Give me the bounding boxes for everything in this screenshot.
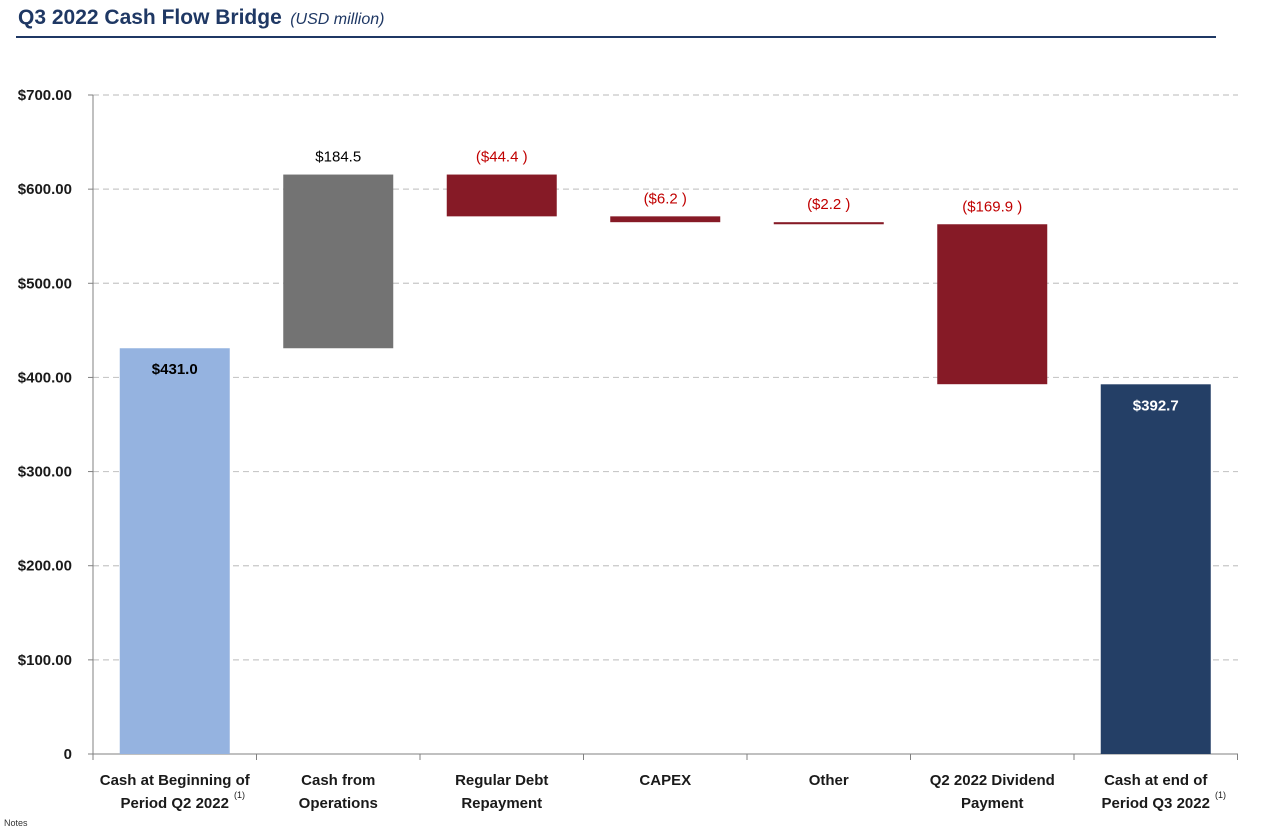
category-label-line1: Regular Debt	[455, 772, 548, 789]
data-label: ($169.9 )	[962, 198, 1022, 215]
footer-note: Notes	[4, 818, 28, 828]
chart-title: Q3 2022 Cash Flow Bridge	[18, 6, 282, 29]
data-label: ($6.2 )	[644, 190, 687, 207]
category-label-line1: Cash at end of	[1104, 772, 1208, 789]
category-footnote-marker: (1)	[234, 790, 245, 800]
category-label-line1: Cash from	[301, 772, 375, 789]
category-label-line2: Payment	[961, 795, 1024, 812]
y-tick-label: $400.00	[18, 369, 72, 386]
bar	[446, 174, 557, 217]
data-label: $392.7	[1133, 397, 1179, 414]
bar	[283, 174, 394, 349]
bar	[773, 222, 884, 225]
title-divider	[16, 36, 1216, 38]
y-tick-label: $300.00	[18, 464, 72, 481]
category-footnote-marker: (1)	[1215, 790, 1226, 800]
chart-title-row: Q3 2022 Cash Flow Bridge (USD million)	[18, 6, 384, 36]
bar	[610, 216, 721, 223]
y-tick-label: $200.00	[18, 558, 72, 575]
category-label-line1: CAPEX	[639, 772, 691, 789]
data-label: $431.0	[152, 361, 198, 378]
y-tick-label: $500.00	[18, 275, 72, 292]
y-tick-label: $600.00	[18, 181, 72, 198]
chart-subtitle: (USD million)	[290, 11, 385, 28]
category-label-line1: Other	[809, 772, 849, 789]
category-label-line2: Repayment	[461, 795, 542, 812]
y-tick-label: $700.00	[18, 87, 72, 104]
category-label-line1: Q2 2022 Dividend	[930, 772, 1055, 789]
bar	[937, 224, 1048, 385]
bar	[1100, 384, 1211, 754]
category-label-line1: Cash at Beginning of	[100, 772, 251, 789]
bar	[119, 348, 230, 754]
y-tick-label: $100.00	[18, 652, 72, 669]
category-label-line2: Period Q2 2022	[121, 795, 229, 812]
data-label: $184.5	[315, 149, 361, 166]
data-label: ($2.2 )	[807, 196, 850, 213]
data-label: ($44.4 )	[476, 149, 528, 166]
category-label-line2: Operations	[299, 795, 378, 812]
category-label-line2: Period Q3 2022	[1102, 795, 1210, 812]
y-tick-label: 0	[64, 746, 72, 763]
